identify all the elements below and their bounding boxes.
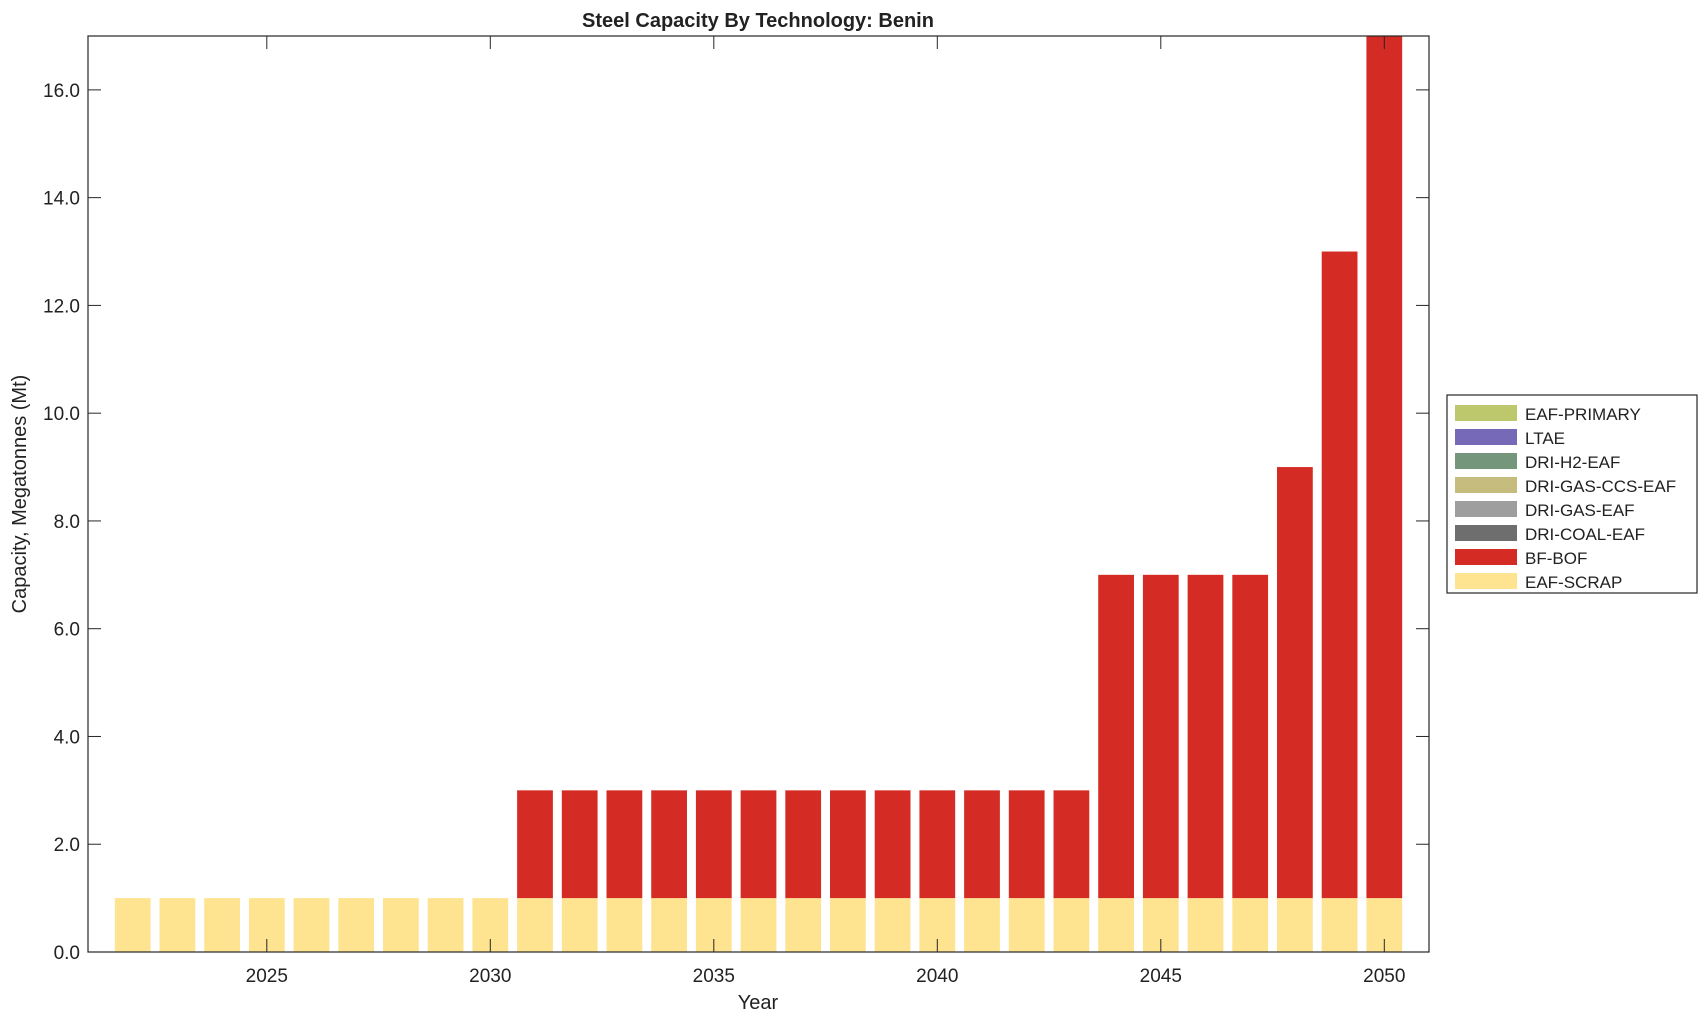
- y-tick-label: 0.0: [54, 943, 80, 964]
- bar-bf-bof-2044: [1098, 574, 1134, 899]
- bar-eaf-scrap-2027: [338, 898, 375, 952]
- y-tick-label: 6.0: [54, 620, 80, 641]
- x-tick-label: 2025: [246, 966, 288, 987]
- bars-group: [114, 36, 1403, 952]
- bar-bf-bof-2032: [561, 790, 598, 899]
- bar-bf-bof-2043: [1053, 790, 1090, 899]
- bar-eaf-scrap-2041: [964, 898, 1000, 952]
- bar-eaf-scrap-2048: [1277, 898, 1313, 952]
- y-tick-label: 8.0: [54, 512, 80, 533]
- legend-swatch-dri-gas-eaf: [1455, 501, 1517, 517]
- y-axis-label: Capacity, Megatonnes (Mt): [9, 375, 31, 614]
- bar-eaf-scrap-2037: [785, 898, 822, 952]
- legend-label-dri-h2-eaf: DRI-H2-EAF: [1525, 453, 1620, 472]
- bar-eaf-scrap-2042: [1008, 898, 1045, 952]
- bar-bf-bof-2050: [1366, 36, 1403, 899]
- bar-eaf-scrap-2022: [114, 898, 151, 952]
- y-tick-label: 12.0: [43, 296, 80, 317]
- bar-eaf-scrap-2032: [561, 898, 598, 952]
- bar-eaf-scrap-2038: [830, 898, 866, 952]
- x-tick-label: 2040: [916, 966, 958, 987]
- bar-eaf-scrap-2043: [1053, 898, 1090, 952]
- bar-bf-bof-2037: [785, 790, 822, 899]
- bar-bf-bof-2041: [964, 790, 1000, 899]
- x-tick-label: 2045: [1140, 966, 1182, 987]
- legend: EAF-PRIMARY LTAE DRI-H2-EAF DRI-GAS-CCS-EAF…: [1446, 394, 1698, 594]
- y-tick-label: 4.0: [54, 727, 80, 748]
- bar-eaf-scrap-2031: [517, 898, 553, 952]
- bar-bf-bof-2040: [919, 790, 956, 899]
- bar-eaf-scrap-2034: [651, 898, 687, 952]
- legend-swatch-dri-h2-eaf: [1455, 453, 1517, 469]
- legend-label-bf-bof: BF-BOF: [1525, 549, 1587, 568]
- bar-bf-bof-2038: [830, 790, 866, 899]
- y-tick-label: 14.0: [43, 189, 80, 210]
- chart-title: Steel Capacity By Technology: Benin: [582, 10, 934, 32]
- bar-bf-bof-2045: [1142, 574, 1179, 899]
- bar-bf-bof-2049: [1321, 251, 1358, 899]
- bar-bf-bof-2046: [1187, 574, 1224, 899]
- legend-label-dri-coal-eaf: DRI-COAL-EAF: [1525, 525, 1645, 544]
- axes-group: 0.0 2.0 4.0 6.0 8.0 10.0 12.0 14.0 16.0 2025 2030 2…: [43, 35, 1430, 987]
- bar-eaf-scrap-2046: [1187, 898, 1224, 952]
- bar-eaf-scrap-2024: [204, 898, 240, 952]
- bar-eaf-scrap-2028: [383, 898, 419, 952]
- bar-eaf-scrap-2047: [1232, 898, 1269, 952]
- axes-box: [87, 35, 1430, 953]
- bar-bf-bof-2036: [740, 790, 777, 899]
- bar-eaf-scrap-2044: [1098, 898, 1134, 952]
- legend-label-ltae: LTAE: [1525, 429, 1565, 448]
- x-axis-label: Year: [738, 992, 779, 1014]
- bar-eaf-scrap-2049: [1321, 898, 1358, 952]
- legend-swatch-ltae: [1455, 429, 1517, 445]
- bar-bf-bof-2035: [695, 790, 732, 899]
- legend-swatch-dri-gas-ccs-eaf: [1455, 477, 1517, 493]
- legend-swatch-dri-coal-eaf: [1455, 525, 1517, 541]
- bar-eaf-scrap-2033: [606, 898, 643, 952]
- bar-eaf-scrap-2026: [293, 898, 330, 952]
- bar-bf-bof-2048: [1277, 467, 1313, 899]
- bar-bf-bof-2034: [651, 790, 687, 899]
- bar-eaf-scrap-2039: [874, 898, 911, 952]
- legend-label-eaf-primary: EAF-PRIMARY: [1525, 405, 1641, 424]
- legend-swatch-eaf-primary: [1455, 405, 1517, 421]
- x-tick-label: 2050: [1363, 966, 1405, 987]
- bar-bf-bof-2031: [517, 790, 553, 899]
- bar-eaf-scrap-2029: [427, 898, 464, 952]
- legend-label-dri-gas-ccs-eaf: DRI-GAS-CCS-EAF: [1525, 477, 1676, 496]
- bar-bf-bof-2033: [606, 790, 643, 899]
- bar-eaf-scrap-2036: [740, 898, 777, 952]
- legend-swatch-eaf-scrap: [1455, 573, 1517, 589]
- y-tick-label: 16.0: [43, 81, 80, 102]
- bar-bf-bof-2042: [1008, 790, 1045, 899]
- legend-label-dri-gas-eaf: DRI-GAS-EAF: [1525, 501, 1635, 520]
- x-tick-label: 2030: [469, 966, 511, 987]
- y-tick-label: 2.0: [54, 835, 80, 856]
- legend-swatch-bf-bof: [1455, 549, 1517, 565]
- x-tick-label: 2035: [693, 966, 735, 987]
- bar-eaf-scrap-2023: [159, 898, 196, 952]
- bar-bf-bof-2047: [1232, 574, 1269, 899]
- legend-label-eaf-scrap: EAF-SCRAP: [1525, 573, 1622, 592]
- y-tick-label: 10.0: [43, 404, 80, 425]
- bar-bf-bof-2039: [874, 790, 911, 899]
